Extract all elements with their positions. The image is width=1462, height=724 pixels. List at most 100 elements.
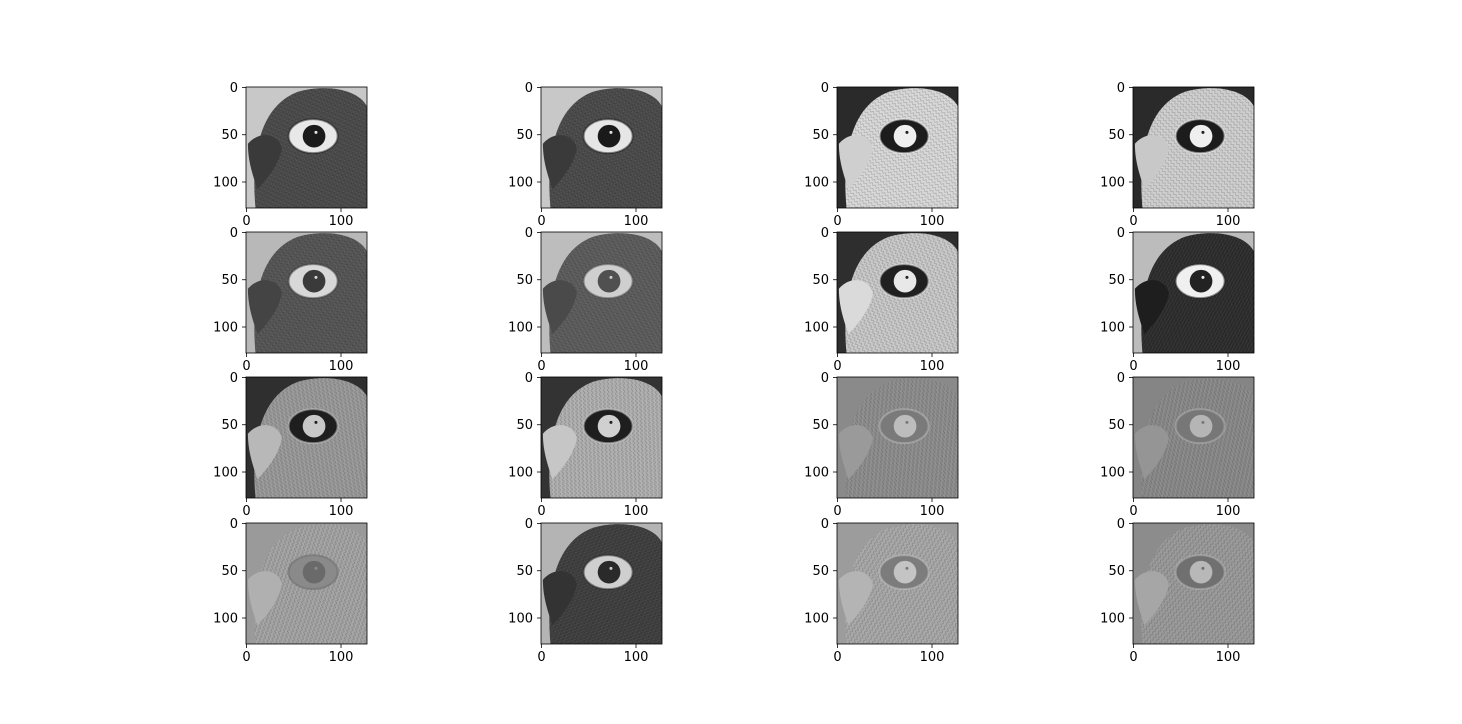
x-tick-label: 100 (624, 650, 649, 665)
parrot-eye-image (541, 377, 662, 498)
y-tick-label: 50 (1108, 564, 1125, 579)
x-tick-label: 0 (242, 504, 250, 519)
image-panel: 0 50 100 0 100 (804, 371, 959, 519)
parrot-eye-image (1133, 377, 1254, 498)
image-panel: 0 50 100 0 100 (508, 226, 663, 374)
x-tick-label: 0 (1129, 504, 1137, 519)
x-tick-label: 0 (1129, 359, 1137, 374)
image-panel: 0 50 100 0 100 (508, 517, 663, 665)
y-tick-label: 100 (508, 466, 533, 481)
x-tick-label: 100 (624, 504, 649, 519)
y-tick-label: 100 (1100, 612, 1125, 627)
x-tick-label: 100 (920, 214, 945, 229)
x-tick-label: 100 (624, 214, 649, 229)
y-tick-label: 50 (516, 418, 533, 433)
y-tick-label: 100 (1100, 321, 1125, 336)
panel-grid: 0 50 100 0 100 0 50 100 0 100 0 50 100 0 100 0 50 100 0 100… (213, 81, 1255, 665)
image-panel: 0 50 100 0 100 (213, 517, 368, 665)
parrot-eye-image (1133, 87, 1254, 208)
y-tick-label: 50 (1108, 273, 1125, 288)
x-tick-label: 100 (329, 214, 354, 229)
y-tick-label: 50 (812, 418, 829, 433)
x-tick-label: 100 (1216, 504, 1241, 519)
image-panel: 0 50 100 0 100 (508, 371, 663, 519)
parrot-eye-image (541, 523, 662, 644)
axes-frame (245, 231, 368, 354)
axes-frame (836, 231, 959, 354)
y-tick-label: 50 (221, 273, 238, 288)
y-tick-label: 0 (230, 371, 238, 386)
image-panel: 0 50 100 0 100 (804, 517, 959, 665)
y-tick-label: 50 (1108, 418, 1125, 433)
x-tick-label: 0 (1129, 650, 1137, 665)
image-panel: 0 50 100 0 100 (804, 81, 959, 229)
parrot-eye-image (837, 87, 958, 208)
y-tick-label: 50 (1108, 128, 1125, 143)
parrot-eye-image (1133, 523, 1254, 644)
axes-frame (836, 522, 959, 645)
y-tick-label: 100 (804, 466, 829, 481)
x-tick-label: 0 (537, 504, 545, 519)
axes-frame (1132, 231, 1255, 354)
image-panel: 0 50 100 0 100 (213, 81, 368, 229)
y-tick-label: 0 (1117, 517, 1125, 532)
x-tick-label: 0 (537, 650, 545, 665)
axes-frame (540, 376, 663, 499)
y-tick-label: 50 (221, 418, 238, 433)
y-tick-label: 0 (821, 81, 829, 96)
y-tick-label: 0 (230, 81, 238, 96)
axes-frame (245, 86, 368, 209)
y-tick-label: 50 (812, 128, 829, 143)
parrot-eye-image (246, 87, 367, 208)
axes-frame (540, 522, 663, 645)
parrot-eye-image (837, 377, 958, 498)
axes-frame (540, 86, 663, 209)
y-tick-label: 50 (812, 564, 829, 579)
parrot-eye-image (541, 232, 662, 353)
parrot-eye-image (541, 87, 662, 208)
image-panel: 0 50 100 0 100 (1100, 81, 1255, 229)
image-panel: 0 50 100 0 100 (1100, 371, 1255, 519)
axes-frame (245, 376, 368, 499)
y-tick-label: 0 (525, 371, 533, 386)
y-tick-label: 100 (804, 612, 829, 627)
y-tick-label: 0 (230, 517, 238, 532)
y-tick-label: 50 (516, 128, 533, 143)
y-tick-label: 0 (525, 517, 533, 532)
y-tick-label: 0 (821, 517, 829, 532)
axes-frame (245, 522, 368, 645)
y-tick-label: 100 (213, 176, 238, 191)
y-tick-label: 50 (516, 273, 533, 288)
x-tick-label: 100 (1216, 359, 1241, 374)
image-panel: 0 50 100 0 100 (213, 371, 368, 519)
y-tick-label: 100 (1100, 176, 1125, 191)
x-tick-label: 100 (920, 650, 945, 665)
parrot-eye-image (246, 523, 367, 644)
y-tick-label: 100 (508, 612, 533, 627)
x-tick-label: 0 (833, 359, 841, 374)
y-tick-label: 100 (1100, 466, 1125, 481)
x-tick-label: 100 (920, 359, 945, 374)
parrot-eye-image (246, 232, 367, 353)
y-tick-label: 0 (821, 226, 829, 241)
x-tick-label: 100 (1216, 214, 1241, 229)
image-panel: 0 50 100 0 100 (213, 226, 368, 374)
y-tick-label: 100 (213, 612, 238, 627)
y-tick-label: 50 (221, 128, 238, 143)
y-tick-label: 0 (1117, 371, 1125, 386)
x-tick-label: 0 (537, 214, 545, 229)
x-tick-label: 0 (833, 504, 841, 519)
y-tick-label: 0 (525, 226, 533, 241)
x-tick-label: 100 (329, 504, 354, 519)
parrot-eye-image (837, 232, 958, 353)
x-tick-label: 0 (1129, 214, 1137, 229)
image-panel: 0 50 100 0 100 (1100, 517, 1255, 665)
y-tick-label: 0 (525, 81, 533, 96)
x-tick-label: 0 (242, 650, 250, 665)
image-panel: 0 50 100 0 100 (1100, 226, 1255, 374)
y-tick-label: 0 (1117, 226, 1125, 241)
axes-frame (540, 231, 663, 354)
y-tick-label: 0 (821, 371, 829, 386)
parrot-eye-image (1133, 232, 1254, 353)
